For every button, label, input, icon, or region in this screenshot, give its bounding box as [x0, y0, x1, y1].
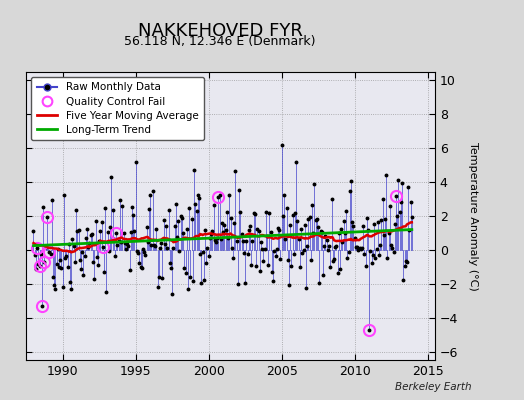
Legend: Raw Monthly Data, Quality Control Fail, Five Year Moving Average, Long-Term Tren: Raw Monthly Data, Quality Control Fail, …: [31, 77, 204, 140]
Text: 56.118 N, 12.346 E (Denmark): 56.118 N, 12.346 E (Denmark): [124, 35, 316, 48]
Y-axis label: Temperature Anomaly (°C): Temperature Anomaly (°C): [467, 142, 477, 290]
Text: Berkeley Earth: Berkeley Earth: [395, 382, 472, 392]
Text: NAKKEHOVED FYR: NAKKEHOVED FYR: [138, 22, 302, 40]
